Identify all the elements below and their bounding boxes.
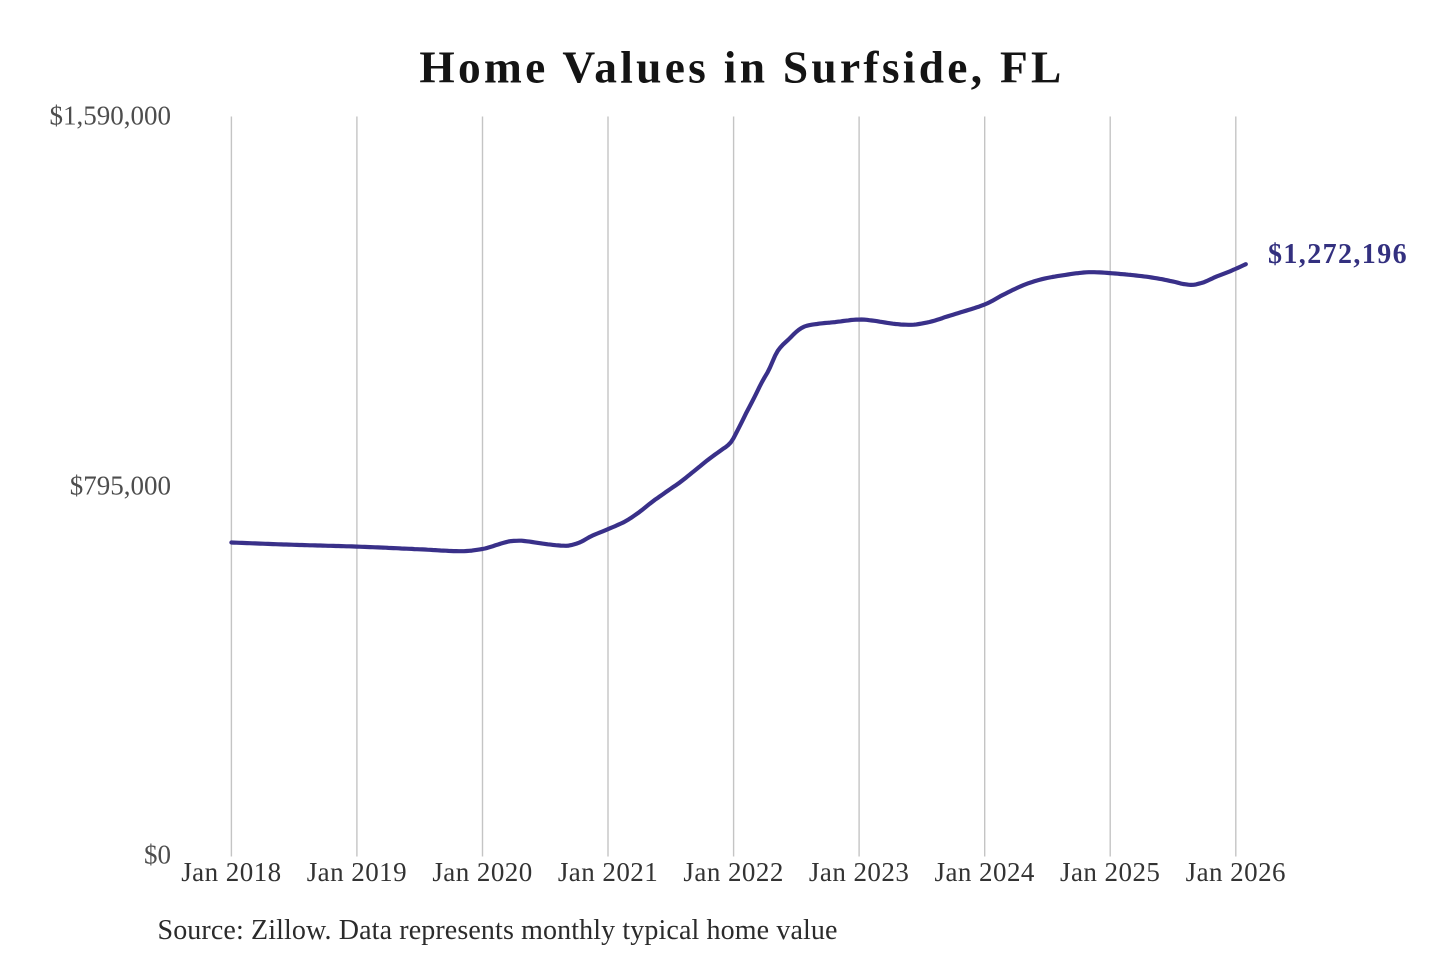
svg-text:Jan 2018: Jan 2018 — [181, 857, 281, 887]
svg-text:Jan 2023: Jan 2023 — [809, 857, 909, 887]
svg-text:$0: $0 — [144, 840, 171, 870]
svg-text:$795,000: $795,000 — [70, 470, 171, 500]
svg-text:Source: Zillow. Data represent: Source: Zillow. Data represents monthly … — [158, 915, 838, 946]
svg-text:Jan 2020: Jan 2020 — [432, 857, 532, 887]
svg-text:Home Values in Surfside, FL: Home Values in Surfside, FL — [419, 42, 1064, 92]
svg-text:Jan 2026: Jan 2026 — [1186, 857, 1286, 887]
svg-text:Jan 2019: Jan 2019 — [307, 857, 407, 887]
svg-text:Jan 2025: Jan 2025 — [1060, 857, 1160, 887]
svg-text:Jan 2024: Jan 2024 — [935, 857, 1035, 887]
svg-text:$1,590,000: $1,590,000 — [50, 100, 172, 130]
svg-text:Jan 2022: Jan 2022 — [683, 857, 783, 887]
svg-text:$1,272,196: $1,272,196 — [1268, 239, 1408, 270]
svg-text:Jan 2021: Jan 2021 — [558, 857, 658, 887]
